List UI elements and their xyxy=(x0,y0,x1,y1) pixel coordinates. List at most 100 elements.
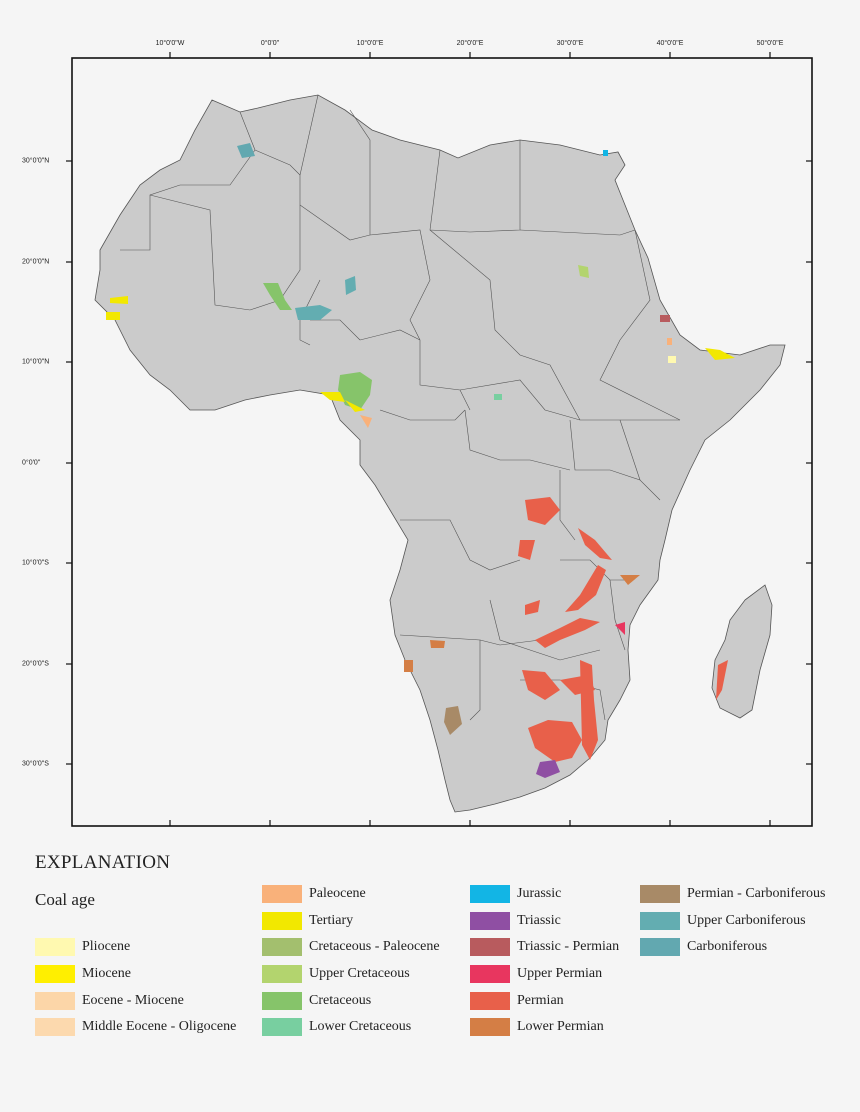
deposit-cretaceous xyxy=(263,283,292,310)
deposit-tertiary xyxy=(320,392,345,402)
deposit-pliocene xyxy=(668,356,676,363)
map-area: 10°0'0"W 0°0'0" 10°0'0"E 20°0'0"E 30°0'0… xyxy=(22,40,813,827)
deposit-tertiary xyxy=(705,348,735,360)
legend-item-paleocene: Paleocene xyxy=(262,885,366,903)
africa-landmass xyxy=(94,94,786,813)
coal-deposits xyxy=(106,143,735,778)
legend-swatch xyxy=(470,938,510,956)
legend-item-pliocene: Pliocene xyxy=(35,938,130,956)
deposit-permian xyxy=(565,565,606,612)
deposit-permian xyxy=(525,600,540,615)
legend-label: Paleocene xyxy=(309,886,366,901)
legend-item-eocene-miocene: Eocene - Miocene xyxy=(35,992,184,1010)
deposit-jurassic xyxy=(603,150,608,156)
legend-item-permian: Permian xyxy=(470,992,564,1010)
legend-item-miocene: Miocene xyxy=(35,965,131,983)
legend-swatch xyxy=(470,912,510,930)
legend-label: Jurassic xyxy=(517,886,562,901)
legend-swatch xyxy=(262,1018,302,1036)
deposit-lower-cretaceous xyxy=(494,394,502,400)
legend-swatch xyxy=(640,938,680,956)
top-tick-label: 10°0'0"E xyxy=(356,40,384,47)
deposit-permian xyxy=(518,540,535,560)
legend-item-tertiary: Tertiary xyxy=(262,912,353,930)
legend-item-permian-carboniferous: Permian - Carboniferous xyxy=(640,885,825,903)
africa-coal-map xyxy=(66,52,813,827)
deposit-lower-permian xyxy=(620,575,640,585)
legend-label: Carboniferous xyxy=(687,939,768,954)
deposit-upper-carboniferous xyxy=(295,305,332,320)
deposit-triassic-permian xyxy=(660,315,670,322)
deposit-upper-cretaceous xyxy=(578,265,589,278)
deposit-upper-permian xyxy=(615,622,625,635)
deposit-permian xyxy=(578,528,612,560)
top-tick-label: 40°0'0"E xyxy=(656,40,684,47)
deposit-tertiary xyxy=(106,312,120,320)
deposit-permian-carboniferous xyxy=(444,706,462,735)
legend-swatch xyxy=(262,992,302,1010)
legend-swatch xyxy=(470,885,510,903)
legend-swatch xyxy=(35,938,75,956)
deposit-permian xyxy=(535,618,600,648)
legend-item-jurassic: Jurassic xyxy=(470,885,561,903)
legend-item-carboniferous: Carboniferous xyxy=(640,938,767,956)
legend-item-triassic: Triassic xyxy=(470,912,561,930)
legend-label: Permian - Carboniferous xyxy=(687,886,826,901)
legend-item-lower-cretaceous: Lower Cretaceous xyxy=(262,1018,411,1036)
legend-swatch xyxy=(262,938,302,956)
deposit-permian xyxy=(528,720,582,762)
left-tick-label: 20°0'0"N xyxy=(22,258,50,266)
legend-swatch xyxy=(35,965,75,983)
legend-swatch xyxy=(470,965,510,983)
legend-swatch xyxy=(640,912,680,930)
legend-label: Cretaceous xyxy=(309,993,372,1008)
legend-swatch xyxy=(35,1018,75,1036)
legend-item-middle-eocene-oligocene: Middle Eocene - Oligocene xyxy=(35,1018,236,1036)
deposit-triassic xyxy=(536,760,560,778)
deposit-paleocene xyxy=(667,338,672,345)
legend-swatch xyxy=(262,965,302,983)
deposit-permian xyxy=(580,660,598,760)
legend-label: Permian xyxy=(517,993,564,1008)
legend-swatch xyxy=(470,1018,510,1036)
legend-swatch xyxy=(640,885,680,903)
deposit-permian xyxy=(522,670,560,700)
deposit-tertiary xyxy=(110,296,128,304)
legend-label: Triassic xyxy=(517,913,561,928)
legend-label: Upper Permian xyxy=(517,966,603,981)
madagascar xyxy=(711,584,773,719)
left-tick-label: 10°0'0"N xyxy=(22,358,50,366)
legend-label: Tertiary xyxy=(309,913,354,928)
deposit-lower-permian xyxy=(430,640,445,648)
legend-label: Lower Permian xyxy=(517,1019,604,1034)
legend-label: Miocene xyxy=(82,966,131,981)
legend-label: Middle Eocene - Oligocene xyxy=(82,1019,237,1034)
deposit-tertiary xyxy=(345,400,365,412)
legend-label: Lower Cretaceous xyxy=(309,1019,412,1034)
legend-label: Eocene - Miocene xyxy=(82,993,184,1008)
legend-item-cretaceous-paleocene: Cretaceous - Paleocene xyxy=(262,938,440,956)
top-tick-label: 10°0'0"W xyxy=(155,40,185,47)
left-tick-label: 30°0'0"S xyxy=(22,760,49,768)
top-tick-label: 50°0'0"E xyxy=(756,40,784,47)
top-tick-label: 0°0'0" xyxy=(260,40,280,47)
legend-item-triassic-permian: Triassic - Permian xyxy=(470,938,619,956)
frame-ticks xyxy=(66,52,812,826)
left-tick-label: 0°0'0" xyxy=(22,459,41,467)
left-tick-label: 30°0'0"N xyxy=(22,157,50,165)
map-frame xyxy=(71,57,813,827)
legend-item-cretaceous: Cretaceous xyxy=(262,992,371,1010)
deposit-lower-permian xyxy=(404,660,413,672)
deposit-permian xyxy=(716,660,728,700)
legend-label: Cretaceous - Paleocene xyxy=(309,939,440,954)
legend-label: Upper Carboniferous xyxy=(687,913,806,928)
legend-label: Triassic - Permian xyxy=(517,939,620,954)
legend-title: EXPLANATION xyxy=(35,852,171,873)
deposit-paleocene xyxy=(360,415,372,428)
country-borders xyxy=(120,94,681,721)
legend-subtitle: Coal age xyxy=(35,890,95,909)
legend-swatch xyxy=(262,912,302,930)
legend-swatch xyxy=(35,992,75,1010)
legend-label: Pliocene xyxy=(82,939,131,954)
legend-label: Upper Cretaceous xyxy=(309,966,410,981)
